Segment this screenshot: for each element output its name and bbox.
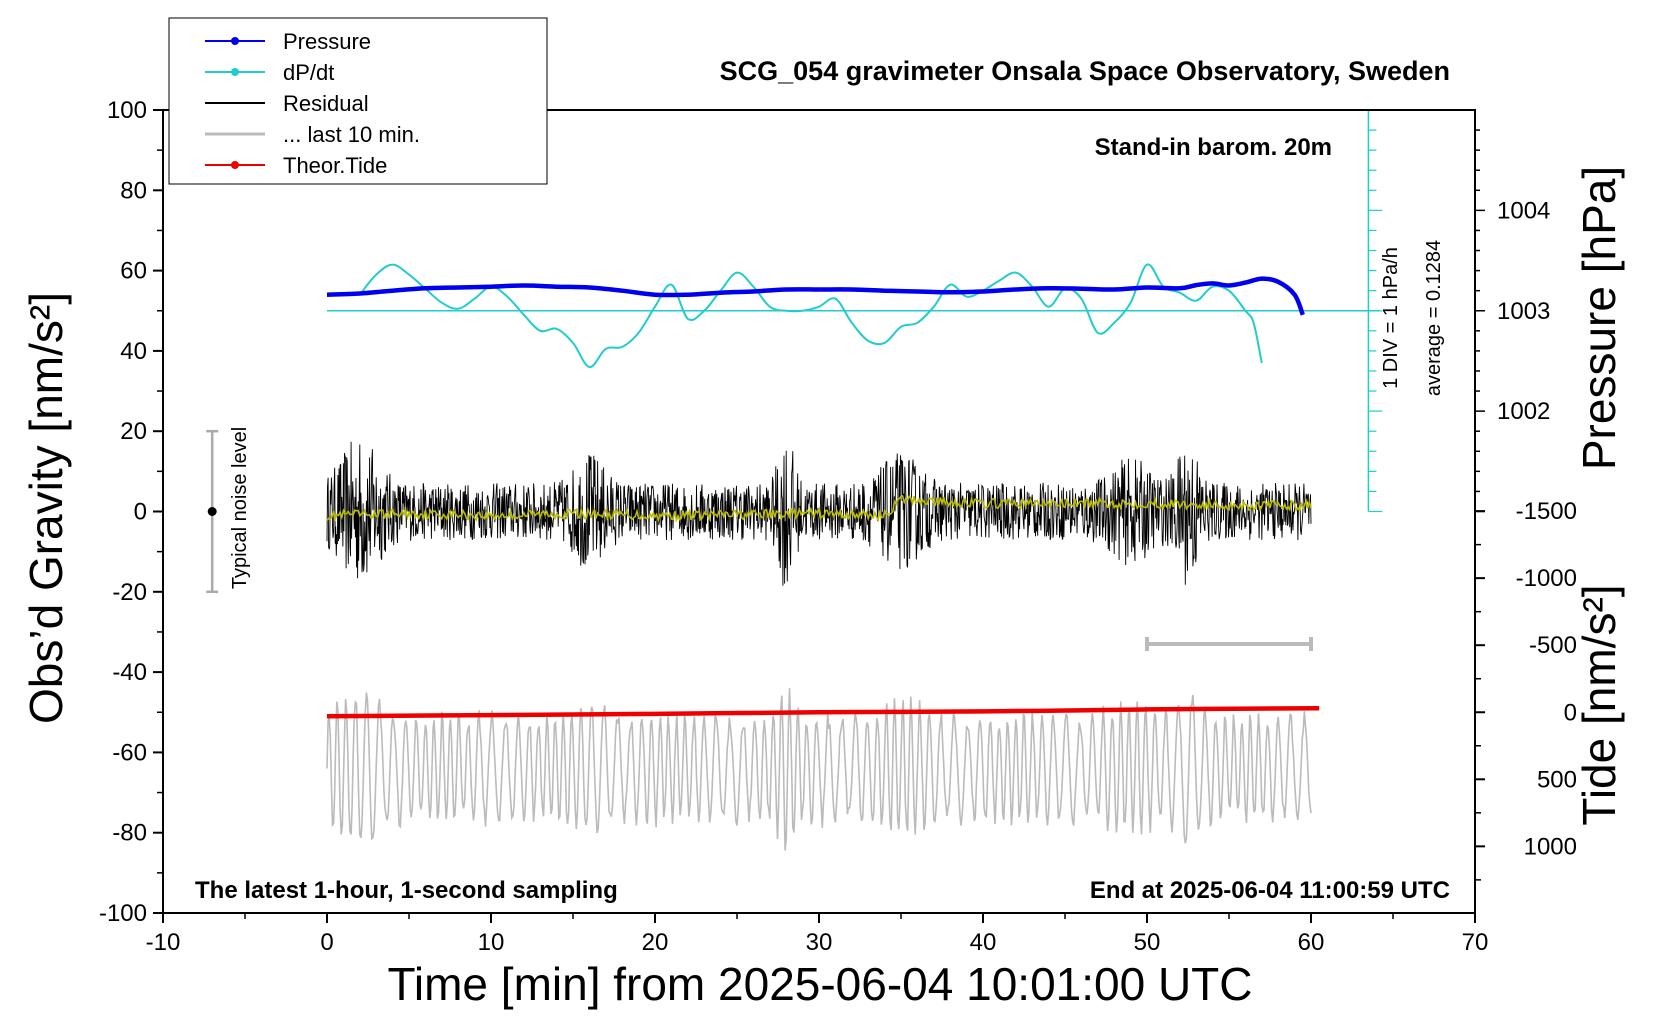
legend-label: ... last 10 min.	[283, 122, 420, 147]
pressure-line	[326, 276, 1305, 316]
x-tick-label: -10	[146, 929, 181, 956]
dpdt-line	[359, 263, 1263, 368]
pressure-tick-label: 1002	[1497, 398, 1550, 425]
tide-tick-label: -1000	[1516, 565, 1577, 592]
tide-tick-label: -1500	[1516, 498, 1577, 525]
legend-marker	[231, 68, 239, 76]
last-10-min-trace	[326, 688, 1312, 851]
legend-label: Theor.Tide	[283, 153, 387, 178]
series-layer	[206, 109, 1383, 851]
x-tick-label: 20	[642, 929, 669, 956]
chart-title: SCG_054 gravimeter Onsala Space Observat…	[720, 56, 1450, 86]
tide-tick-label: 1000	[1524, 833, 1577, 860]
y-tick-label: 100	[107, 97, 147, 124]
noise-level-label: Typical noise level	[229, 427, 251, 589]
legend-box	[168, 17, 548, 185]
div-scale-label: 1 DIV = 1 hPa/h	[1380, 247, 1402, 389]
y-tick-label: 20	[120, 418, 147, 445]
residual-trace	[326, 441, 1312, 586]
x-tick-label: 60	[1298, 929, 1325, 956]
pressure-axis-title: Pressure [hPa]	[1573, 166, 1625, 470]
pressure-tick-label: 1003	[1497, 298, 1550, 325]
y-tick-label: 0	[134, 499, 147, 526]
y-tick-label: 60	[120, 258, 147, 285]
y-tick-label: 80	[120, 177, 147, 204]
legend: Pressure dP/dt Residual ... last 10 min. The…	[168, 17, 548, 185]
x-tick-label: 40	[970, 929, 997, 956]
y-tick-label: -80	[112, 820, 147, 847]
y-tick-label: -40	[112, 659, 147, 686]
y-tick-label: 40	[120, 338, 147, 365]
tide-line	[326, 705, 1320, 719]
y-axis-title: Obs’d Gravity [nm/s²]	[20, 292, 72, 724]
y-tick-label: -20	[112, 579, 147, 606]
tide-tick-label: 500	[1537, 766, 1577, 793]
x-axis-title: Time [min] from 2025-06-04 10:01:00 UTC	[388, 958, 1253, 1010]
barometer-note: Stand-in barom. 20m	[1095, 134, 1332, 161]
y-tick-label: -60	[112, 739, 147, 766]
tide-tick-label: 0	[1564, 699, 1577, 726]
legend-label: Residual	[283, 91, 369, 116]
x-tick-label: 0	[320, 929, 333, 956]
x-tick-label: 50	[1134, 929, 1161, 956]
x-tick-label: 10	[478, 929, 505, 956]
tide-axis-title: Tide [nm/s²]	[1573, 584, 1625, 825]
noise-bar-center	[207, 507, 217, 516]
average-label: average = 0.1284	[1423, 240, 1445, 396]
legend-label: dP/dt	[283, 60, 334, 85]
tide-tick-label: -500	[1529, 632, 1577, 659]
axis-layer: -10 0 10 20 30 40 50 60 70-100-80-60-40-20020406…	[99, 97, 1577, 956]
y-tick-label: -100	[99, 900, 147, 927]
sampling-note: The latest 1-hour, 1-second sampling	[195, 877, 618, 904]
legend-marker	[231, 37, 239, 45]
legend-marker	[231, 161, 239, 169]
legend-label: Pressure	[283, 29, 371, 54]
end-time-note: End at 2025-06-04 11:00:59 UTC	[1090, 877, 1450, 904]
pressure-tick-label: 1004	[1497, 197, 1550, 224]
x-tick-label: 70	[1462, 929, 1489, 956]
residual-running-mean	[326, 494, 1312, 524]
x-tick-label: 30	[806, 929, 833, 956]
